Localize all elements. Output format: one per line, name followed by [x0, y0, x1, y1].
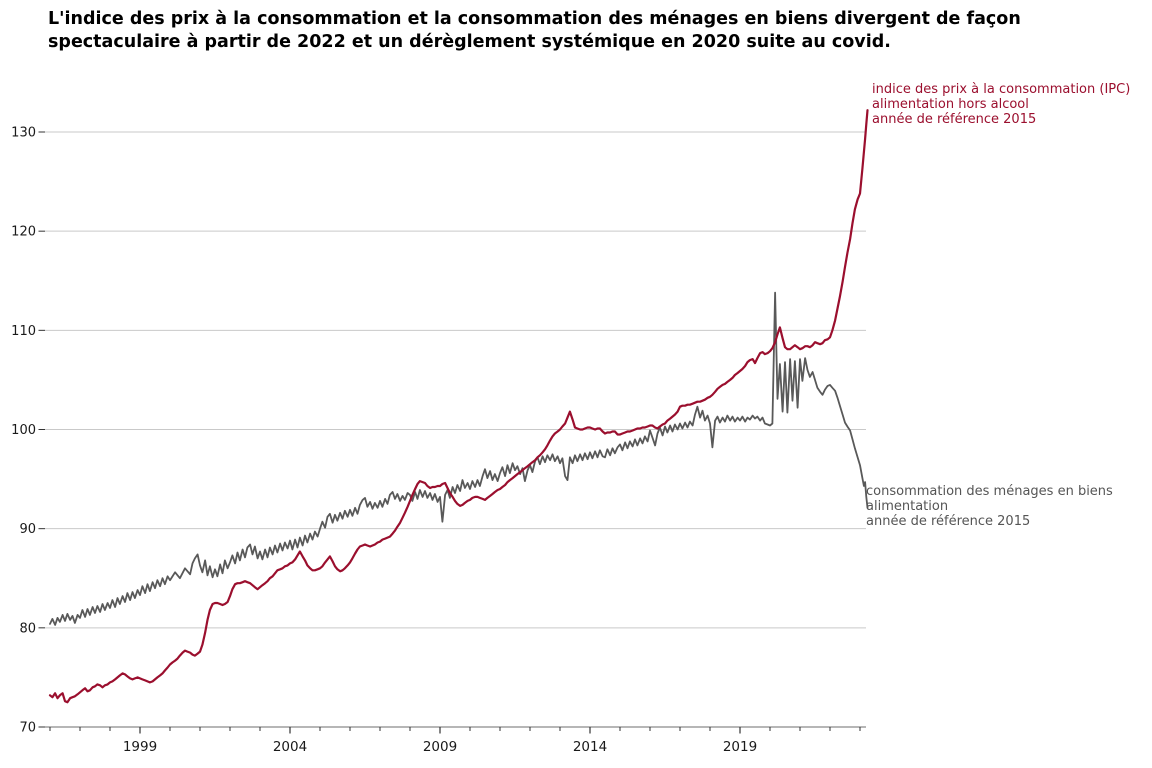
legend-conso-line2: alimentation — [866, 499, 949, 514]
legend-ipc-line3: année de référence 2015 — [872, 112, 1037, 127]
legend-ipc-line1: indice des prix à la consommation (IPC) — [872, 82, 1131, 97]
chart-title: L'indice des prix à la consommation et l… — [48, 8, 1118, 54]
x-tick-label-2004: 2004 — [273, 739, 307, 755]
legend-ipc-line2: alimentation hors alcool — [872, 97, 1029, 112]
chart-title-line2: spectaculaire à partir de 2022 et un dér… — [48, 32, 891, 52]
chart-title-line1: L'indice des prix à la consommation et l… — [48, 9, 1021, 29]
x-tick-label-1999: 1999 — [123, 739, 157, 755]
x-tick-label-2019: 2019 — [723, 739, 757, 755]
series-line-consommation — [49, 291, 869, 626]
y-tick-label-120: 120 — [11, 225, 36, 240]
series-line-ipc — [48, 109, 869, 704]
y-tick-label-130: 130 — [11, 125, 36, 140]
legend-conso-line1: consommation des ménages en biens — [866, 484, 1113, 499]
legend-consommation: consommation des ménages en biens alimen… — [866, 484, 1113, 529]
x-tick-label-2014: 2014 — [573, 739, 607, 755]
y-tick-label-100: 100 — [11, 423, 36, 438]
y-tick-label-70: 70 — [19, 721, 36, 736]
y-tick-label-80: 80 — [19, 621, 36, 636]
legend-ipc: indice des prix à la consommation (IPC) … — [872, 82, 1130, 127]
legend-conso-line3: année de référence 2015 — [866, 514, 1031, 529]
y-tick-label-110: 110 — [11, 324, 36, 339]
y-tick-label-90: 90 — [19, 522, 36, 537]
x-tick-label-2009: 2009 — [423, 739, 457, 755]
